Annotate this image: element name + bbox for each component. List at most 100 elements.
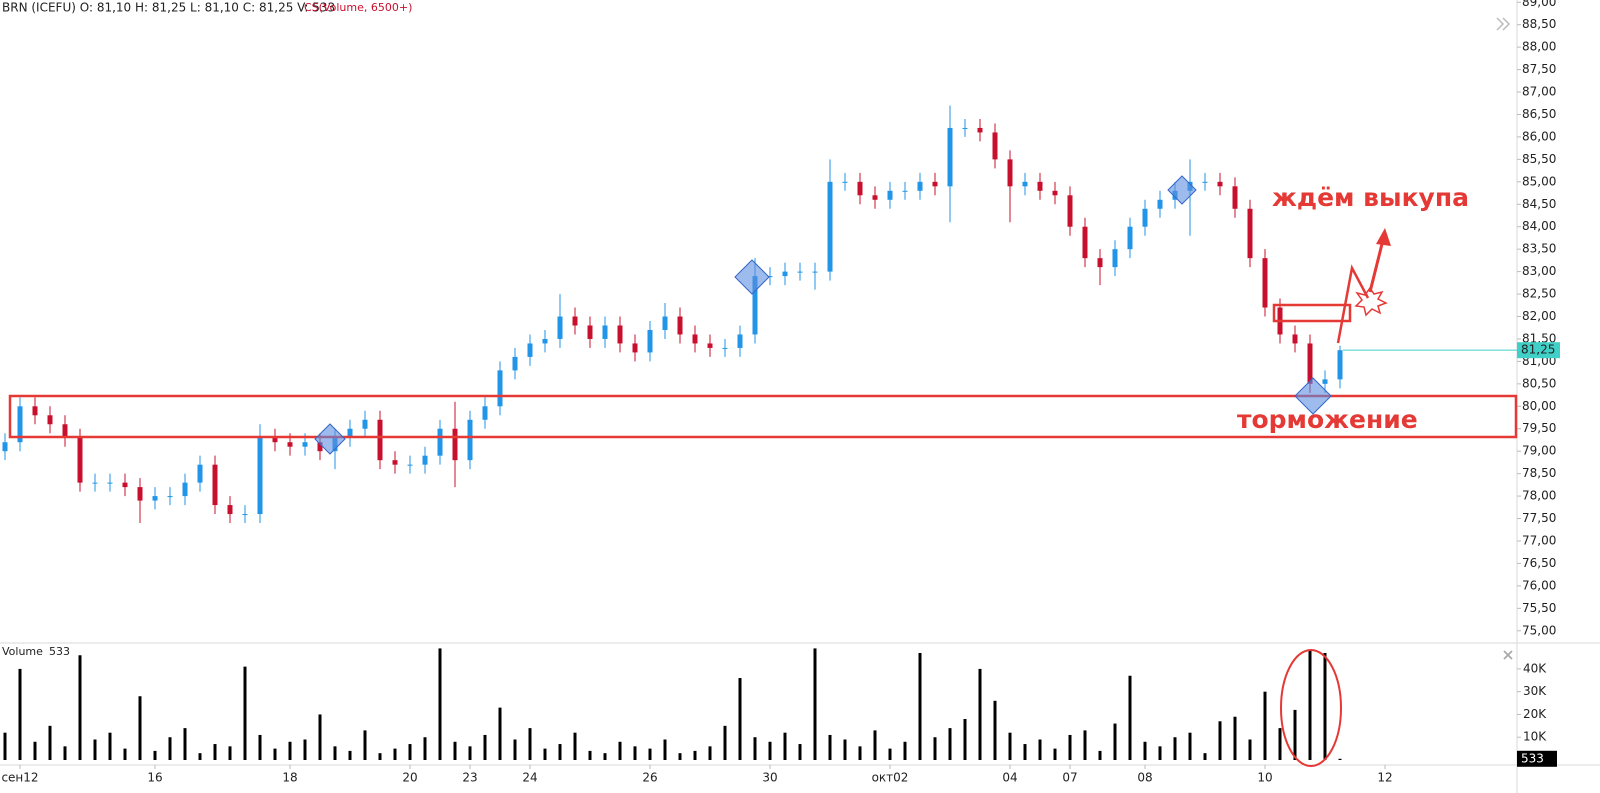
candle-body xyxy=(1157,199,1163,209)
volume-bar xyxy=(798,744,802,760)
candle-body xyxy=(497,370,503,407)
volume-bar xyxy=(1113,723,1117,760)
expand-icon[interactable] xyxy=(1502,17,1511,31)
y-tick-label: 84,00 xyxy=(1522,219,1556,233)
candle-body xyxy=(1202,181,1208,183)
x-tick-label: окт02 xyxy=(872,771,909,785)
volume-bar xyxy=(1278,728,1282,760)
candle-body xyxy=(1127,226,1133,250)
volume-bar xyxy=(48,725,52,760)
volume-bar xyxy=(1158,746,1162,760)
marks xyxy=(2,105,1517,760)
expand-icon[interactable] xyxy=(1496,17,1505,31)
volume-bar xyxy=(603,753,607,760)
y-tick-label: 85,50 xyxy=(1522,152,1556,166)
candle-body xyxy=(92,482,98,484)
volume-bar xyxy=(318,714,322,760)
volume-bar xyxy=(33,741,37,760)
volume-bar xyxy=(513,739,517,760)
candle-body xyxy=(1217,181,1223,187)
volume-bar xyxy=(753,737,757,760)
volume-bar xyxy=(918,652,922,760)
volume-bar xyxy=(108,732,112,760)
volume-bar xyxy=(123,748,127,760)
volume-bar xyxy=(678,753,682,760)
candle-body xyxy=(437,428,443,456)
candle-body xyxy=(617,325,623,344)
candle-body xyxy=(182,482,188,497)
candle-body xyxy=(1307,343,1313,384)
volume-bar xyxy=(1338,758,1342,760)
candle-body xyxy=(227,505,233,515)
candle-body xyxy=(1097,258,1103,268)
volume-bar xyxy=(273,748,277,760)
close-volume[interactable] xyxy=(1503,650,1513,660)
volume-bar xyxy=(1188,732,1192,760)
volume-bar xyxy=(453,741,457,760)
candle-body xyxy=(962,127,968,129)
volume-bar xyxy=(978,668,982,760)
candle-body xyxy=(1112,249,1118,268)
candle-body xyxy=(1082,226,1088,259)
volume-bar xyxy=(708,746,712,760)
y-tick-label: 76,50 xyxy=(1522,556,1556,570)
candle-body xyxy=(197,464,203,483)
arrow-head xyxy=(1376,228,1391,246)
candle-body xyxy=(317,442,323,452)
candle-body xyxy=(767,276,773,278)
y-tick-label: 78,50 xyxy=(1522,466,1556,480)
diamond xyxy=(314,423,346,455)
candle-body xyxy=(137,487,143,501)
y-tick-label: 75,50 xyxy=(1522,601,1556,615)
volume-bar xyxy=(243,666,247,760)
candle-body xyxy=(32,406,38,416)
y-tick-label: 83,00 xyxy=(1522,264,1556,278)
candle-body xyxy=(2,442,8,452)
candle-body xyxy=(242,514,248,516)
volume-bar xyxy=(933,737,937,760)
candle-body xyxy=(1337,350,1343,380)
candle-body xyxy=(1067,195,1073,227)
y-tick-label: 89,00 xyxy=(1522,0,1556,9)
y-tick-label: 86,50 xyxy=(1522,107,1556,121)
volume-bar xyxy=(153,750,157,760)
y-tick-label: 87,00 xyxy=(1522,85,1556,99)
y-tick-label: 76,00 xyxy=(1522,578,1556,592)
volume-bar xyxy=(768,741,772,760)
volume-bar xyxy=(1308,650,1312,760)
x-tick-label: 08 xyxy=(1137,771,1152,785)
candle-body xyxy=(827,181,833,272)
volume-last-label: 533 xyxy=(1521,751,1544,765)
volume-bar xyxy=(198,753,202,760)
volume-bar xyxy=(693,750,697,760)
volume-bar xyxy=(813,648,817,760)
volume-bar xyxy=(303,739,307,760)
volume-bar xyxy=(438,648,442,760)
volume-bar xyxy=(1263,691,1267,760)
x-tick-label: 23 xyxy=(462,771,477,785)
arrow-shaft xyxy=(1368,239,1385,293)
candle-body xyxy=(17,406,23,443)
candle-body xyxy=(47,415,53,425)
candle-body xyxy=(752,276,758,335)
candle-body xyxy=(1247,208,1253,259)
y-tick-label: 81,50 xyxy=(1522,331,1556,345)
candle-body xyxy=(257,437,263,515)
candle-body xyxy=(782,271,788,277)
burst xyxy=(1354,286,1388,317)
y-tick-label: 88,00 xyxy=(1522,40,1556,54)
volume-bar xyxy=(168,737,172,760)
candle-body xyxy=(1262,258,1268,308)
y-tick-label: 78,00 xyxy=(1522,489,1556,503)
signal-diamonds xyxy=(314,175,1332,455)
volume-bar xyxy=(18,668,22,760)
candle-body xyxy=(122,482,128,488)
candle-body xyxy=(1292,334,1298,344)
candle-body xyxy=(407,464,413,466)
volume-bar xyxy=(1038,739,1042,760)
x-tick-label: сен12 xyxy=(1,771,38,785)
volume-bar xyxy=(783,732,787,760)
candle-body xyxy=(797,271,803,273)
